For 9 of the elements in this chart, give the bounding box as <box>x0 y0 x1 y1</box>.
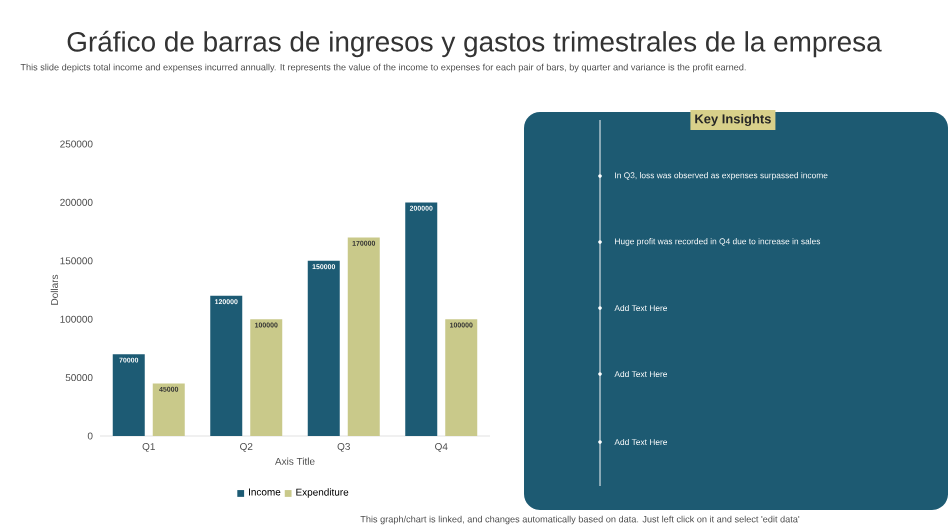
chart-title: Gráfico de barras de ingresos y gastos trimestrales de la empresa <box>67 30 882 58</box>
bar <box>152 383 185 436</box>
bar <box>250 319 283 436</box>
bar <box>445 319 478 436</box>
bar <box>405 202 438 436</box>
bar <box>307 260 340 436</box>
bar <box>347 237 380 436</box>
bar <box>112 354 145 436</box>
bar <box>210 295 243 436</box>
